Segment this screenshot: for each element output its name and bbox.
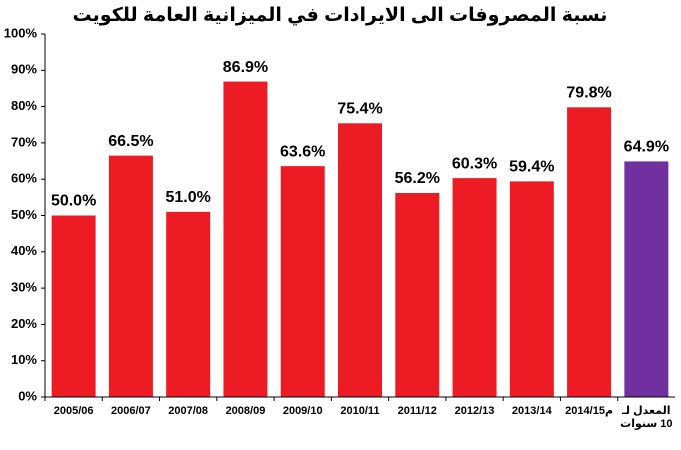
x-tick-wrap: 2012/13 xyxy=(454,405,495,417)
x-tick-label: 2008/09 xyxy=(225,405,266,417)
x-tick-wrap: 2009/10 xyxy=(282,405,323,417)
y-tick-label: 70% xyxy=(11,134,37,149)
x-tick-label: 2014/15م xyxy=(565,405,613,417)
x-tick-label: 2013/14 xyxy=(511,405,552,417)
x-tick-wrap: 2006/07 xyxy=(111,405,151,417)
x-tick-wrap: 2010/11 xyxy=(340,405,380,417)
bar xyxy=(452,178,497,397)
y-tick-label: 20% xyxy=(11,316,37,331)
x-tick-label: 2009/10 xyxy=(282,405,323,417)
bar xyxy=(223,81,268,397)
value-label: 86.9% xyxy=(223,59,268,76)
y-tick-label: 60% xyxy=(11,171,37,186)
bar xyxy=(51,215,96,397)
x-tick-wrap: المعدل لـ 10 سنوات xyxy=(620,405,673,430)
x-tick-label: 2010/11 xyxy=(340,405,380,417)
y-tick-label: 10% xyxy=(11,352,37,367)
value-label: 56.2% xyxy=(395,170,440,187)
x-tick-wrap: 2011/12 xyxy=(397,405,437,417)
x-tick-label: 2011/12 xyxy=(397,405,437,417)
value-label: 51.0% xyxy=(165,189,210,206)
y-tick-label: 80% xyxy=(11,98,37,113)
y-tick-label: 30% xyxy=(11,280,37,295)
x-tick-label: المعدل لـ 10 سنوات xyxy=(620,405,673,430)
bar xyxy=(509,181,554,397)
y-tick-label: 50% xyxy=(11,207,37,222)
value-label: 66.5% xyxy=(108,133,153,150)
y-tick-label: 40% xyxy=(11,243,37,258)
y-tick-label: 100% xyxy=(4,25,38,40)
bar xyxy=(567,107,612,398)
value-label: 79.8% xyxy=(566,85,611,102)
value-label: 60.3% xyxy=(452,155,497,172)
chart-title: نسبة المصروفات الى الايرادات في الميزاني… xyxy=(73,5,608,26)
value-label: 50.0% xyxy=(51,193,96,210)
x-tick-wrap: 2007/08 xyxy=(168,405,209,417)
x-tick-label: 2012/13 xyxy=(454,405,495,417)
value-label: 64.9% xyxy=(624,139,669,156)
bar xyxy=(624,161,669,397)
x-tick-wrap: 2014/15م xyxy=(565,405,613,417)
y-tick-label: 90% xyxy=(11,62,37,77)
x-tick-wrap: 2013/14 xyxy=(511,405,552,417)
value-label: 75.4% xyxy=(337,101,382,118)
bar xyxy=(338,123,382,397)
bar xyxy=(395,192,440,397)
x-tick-label: 2005/06 xyxy=(53,405,94,417)
x-tick-label: 2007/08 xyxy=(168,405,209,417)
value-label: 63.6% xyxy=(280,143,325,160)
x-tick-wrap: 2008/09 xyxy=(225,405,266,417)
bar xyxy=(166,211,211,397)
value-label: 59.4% xyxy=(509,159,554,176)
bar xyxy=(280,166,325,397)
x-tick-label: 2006/07 xyxy=(111,405,151,417)
x-tick-wrap: 2005/06 xyxy=(53,405,94,417)
y-tick-label: 0% xyxy=(18,388,37,403)
bar xyxy=(108,155,153,397)
